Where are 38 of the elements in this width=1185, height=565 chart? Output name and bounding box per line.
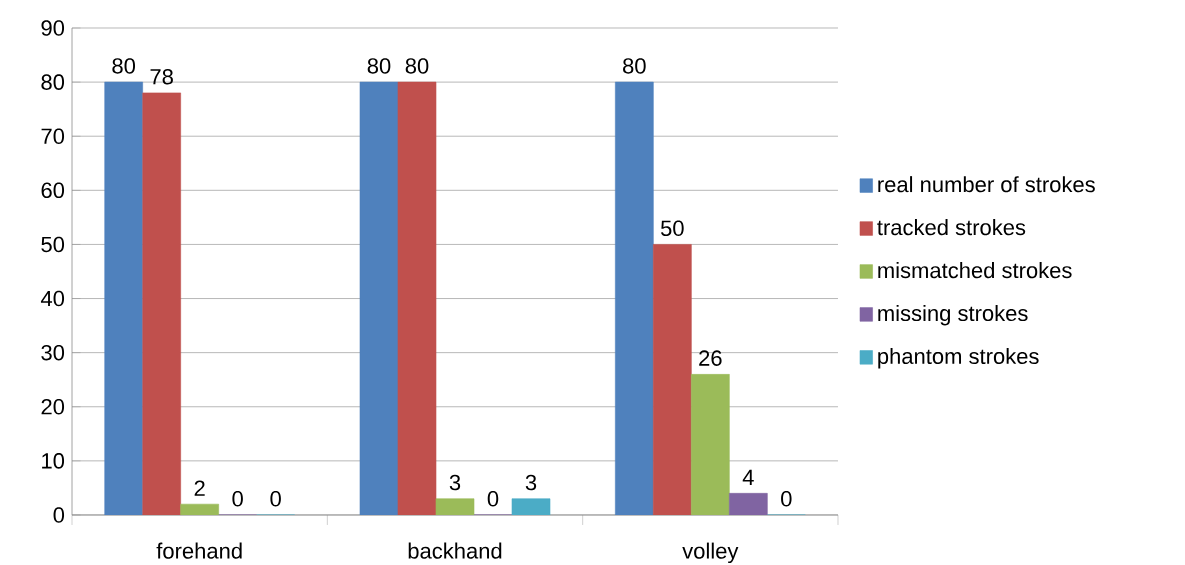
y-tick-label: 90 [41,20,65,36]
data-label: 0 [781,491,792,507]
y-tick-label: 50 [41,236,65,253]
bar [729,493,768,515]
bar [180,503,219,515]
data-label: 80 [367,58,391,74]
y-tick-label: 10 [42,453,65,469]
y-tick-label: 80 [41,74,65,90]
legend-label: real number of strokes [878,176,1095,193]
bar [435,498,475,515]
x-tick-label: forehand [156,542,242,559]
data-label: 80 [405,58,429,74]
data-label: 0 [270,491,281,507]
data-label: 26 [699,350,722,366]
y-tick-label: 40 [40,290,65,307]
y-tick-label: 0 [53,507,65,523]
data-label: 50 [660,220,684,237]
bar [691,373,730,515]
data-label: 3 [449,474,461,491]
y-tick-label: 60 [41,182,65,199]
x-tick-label: backhand [408,542,502,559]
data-label: 4 [742,469,754,485]
data-label: 0 [232,491,243,507]
x-tick-label: volley [682,542,739,564]
y-tick-label: 70 [41,128,65,144]
data-label: 78 [150,68,173,85]
legend-label: missing strokes [878,304,1028,326]
legend-label: tracked strokes [877,219,1026,236]
data-label: 3 [525,474,537,491]
legend-label: mismatched strokes [878,262,1072,279]
y-tick-label: 30 [41,344,65,361]
bar [511,498,551,515]
legend-label: phantom strokes [878,347,1039,369]
data-label: 80 [112,58,136,74]
y-tick-label: 20 [41,399,65,415]
data-label: 0 [487,491,499,507]
data-label: 80 [623,58,646,74]
data-label: 2 [194,480,205,496]
